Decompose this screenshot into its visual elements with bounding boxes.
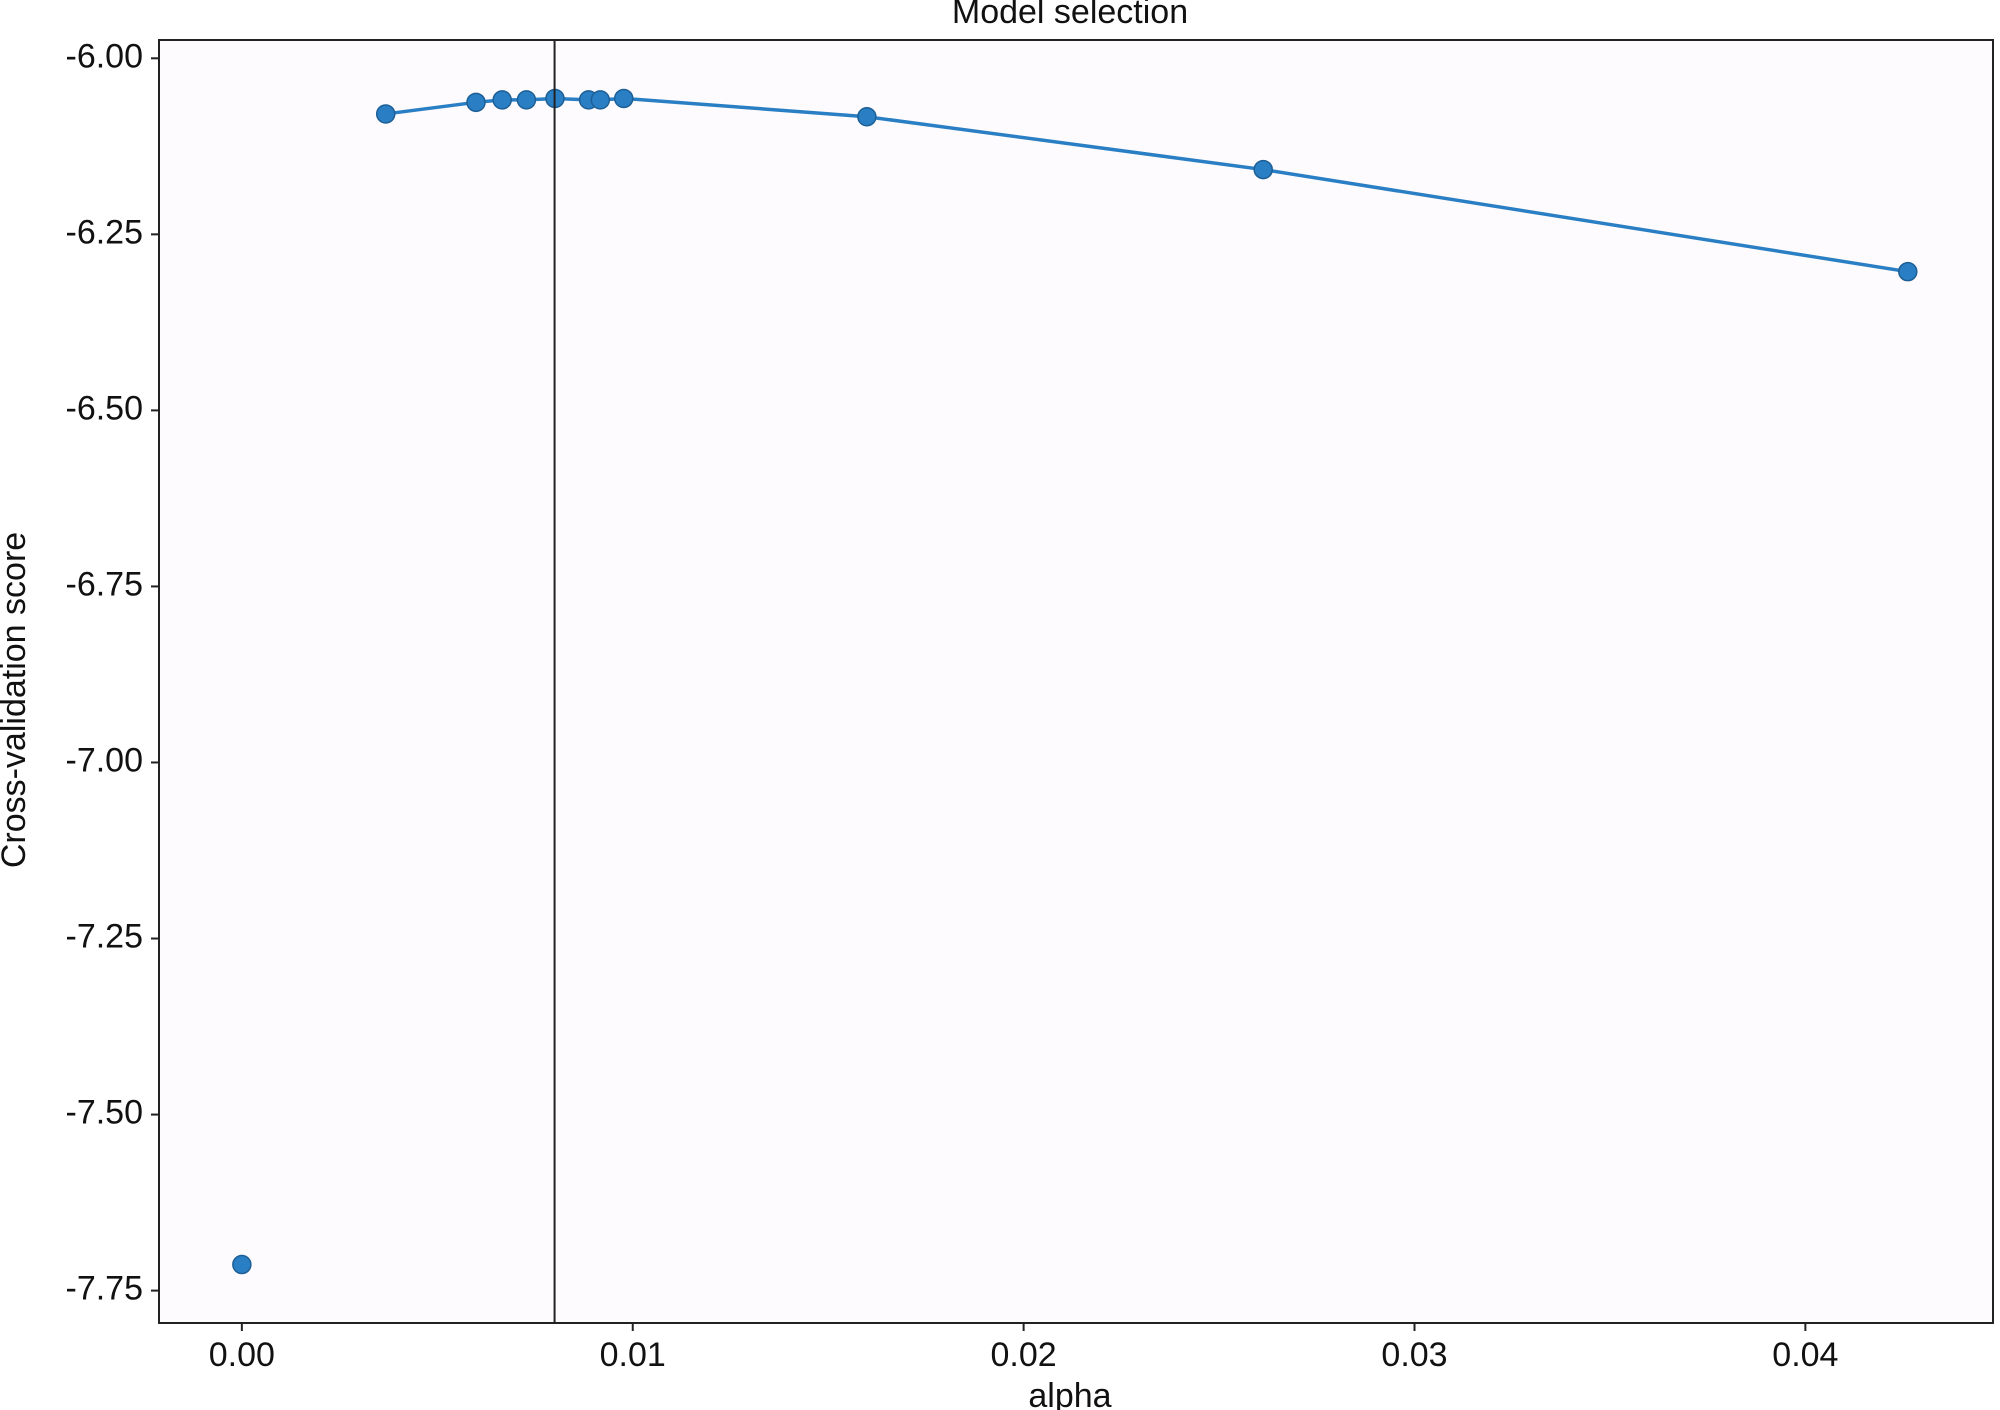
y-tick-label: -6.00 (66, 37, 144, 75)
y-axis-label: Cross-validation score (0, 532, 33, 868)
y-tick-label: -7.25 (66, 918, 144, 956)
x-tick-label: 0.01 (600, 1336, 666, 1374)
x-tick-label: 0.03 (1381, 1336, 1447, 1374)
y-tick-label: -7.00 (66, 741, 144, 779)
x-tick-label: 0.02 (991, 1336, 1057, 1374)
y-tick-label: -6.75 (66, 565, 144, 603)
data-point (492, 90, 512, 110)
y-tick-label: -6.50 (66, 389, 144, 427)
data-point (614, 88, 634, 109)
plot-area (158, 39, 1994, 1324)
y-tick-label: -7.50 (66, 1094, 144, 1132)
x-tick-label: 0.04 (1772, 1336, 1838, 1374)
data-point (375, 104, 396, 124)
x-axis-label: alpha (1028, 1377, 1111, 1410)
data-point (1253, 159, 1273, 180)
data-point (232, 1254, 252, 1275)
data-point (466, 92, 486, 113)
x-tick-label: 0.00 (209, 1336, 275, 1374)
data-point (516, 90, 537, 110)
data-point (857, 107, 877, 127)
data-point (1898, 261, 1918, 282)
y-tick-label: -6.25 (66, 213, 144, 251)
data-point (590, 90, 611, 110)
y-tick-label: -7.75 (66, 1270, 144, 1308)
chart-title: Model selection (952, 0, 1188, 31)
